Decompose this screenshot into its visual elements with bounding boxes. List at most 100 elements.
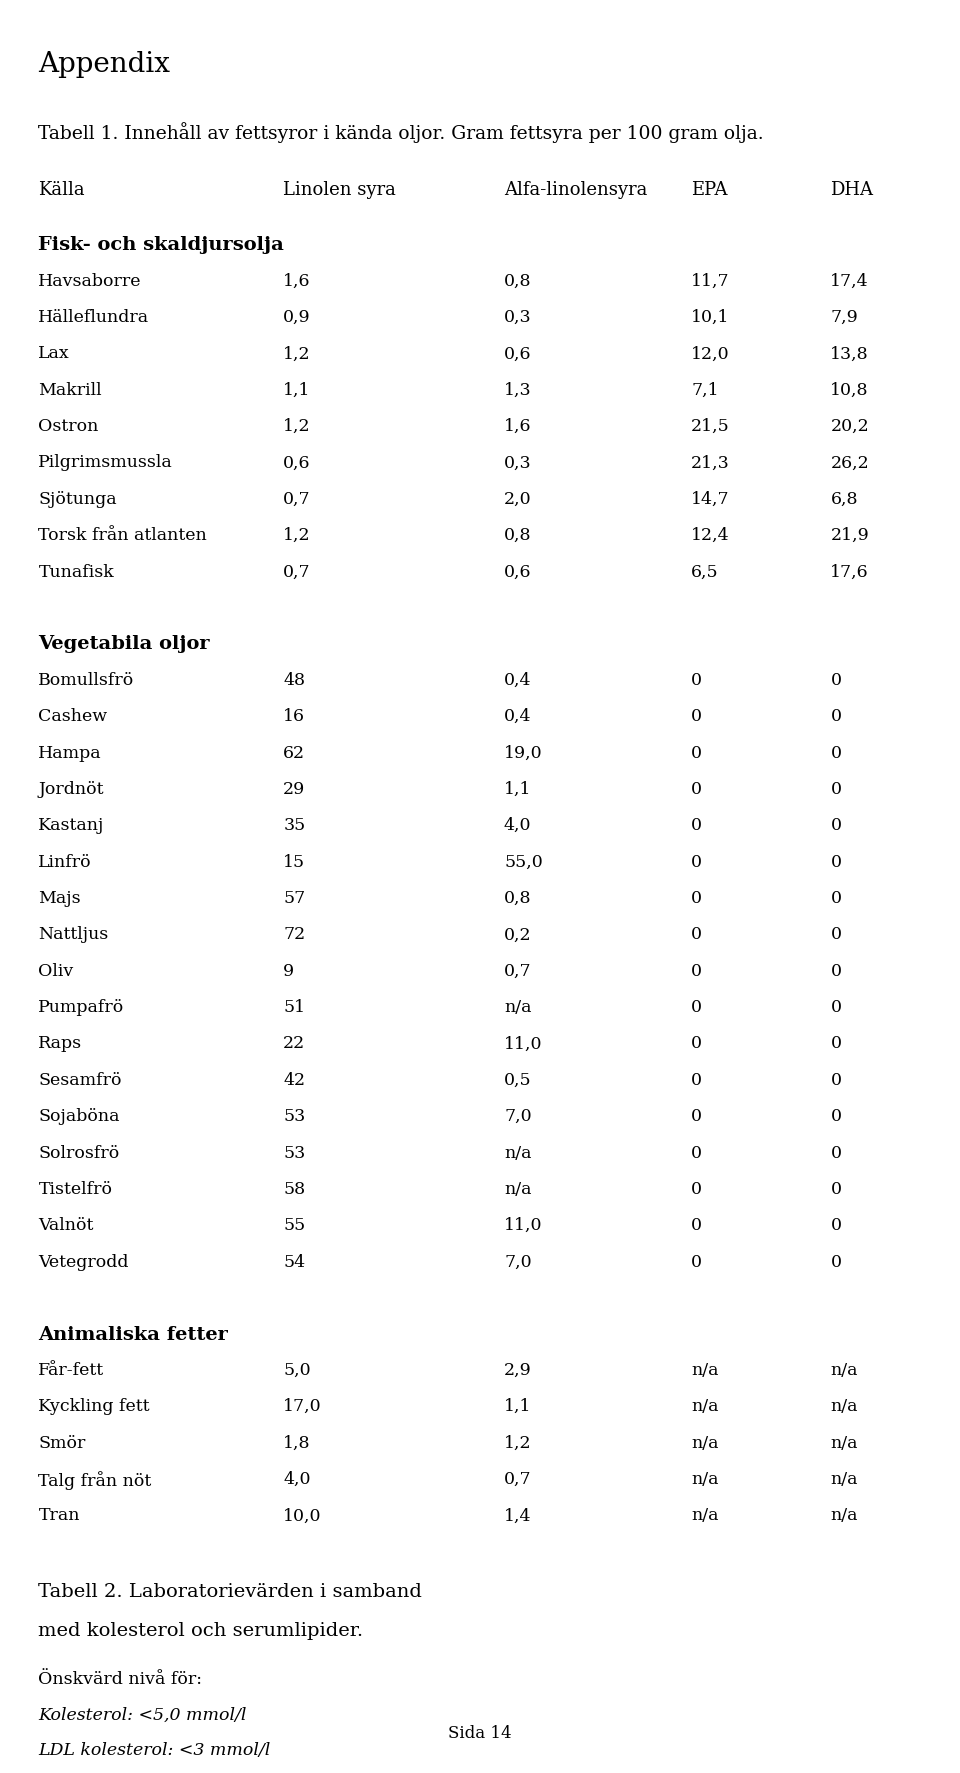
Text: 17,4: 17,4 [830, 273, 869, 289]
Text: Nattljus: Nattljus [38, 926, 108, 943]
Text: 0: 0 [830, 780, 841, 798]
Text: 72: 72 [283, 926, 305, 943]
Text: 1,2: 1,2 [283, 346, 311, 362]
Text: 5,0: 5,0 [283, 1362, 311, 1378]
Text: 35: 35 [283, 817, 305, 833]
Text: 12,4: 12,4 [691, 527, 730, 544]
Text: 55: 55 [283, 1216, 305, 1234]
Text: Torsk från atlanten: Torsk från atlanten [38, 527, 207, 544]
Text: 1,6: 1,6 [283, 273, 311, 289]
Text: 55,0: 55,0 [504, 853, 542, 871]
Text: Cashew: Cashew [38, 707, 108, 725]
Text: 0: 0 [830, 926, 841, 943]
Text: 0,4: 0,4 [504, 707, 532, 725]
Text: Hampa: Hampa [38, 745, 102, 761]
Text: 10,0: 10,0 [283, 1507, 322, 1523]
Text: 0: 0 [691, 1071, 702, 1089]
Text: 0: 0 [691, 1035, 702, 1051]
Text: 1,3: 1,3 [504, 381, 532, 399]
Text: 11,0: 11,0 [504, 1035, 542, 1051]
Text: 0,7: 0,7 [283, 491, 311, 507]
Text: 0,2: 0,2 [504, 926, 532, 943]
Text: 9: 9 [283, 963, 295, 979]
Text: 29: 29 [283, 780, 305, 798]
Text: Appendix: Appendix [38, 51, 171, 78]
Text: 53: 53 [283, 1144, 305, 1161]
Text: 0: 0 [830, 1071, 841, 1089]
Text: 1,6: 1,6 [504, 418, 532, 434]
Text: 0: 0 [691, 817, 702, 833]
Text: 58: 58 [283, 1181, 305, 1197]
Text: 0,8: 0,8 [504, 273, 532, 289]
Text: Fisk- och skaldjursolja: Fisk- och skaldjursolja [38, 236, 284, 254]
Text: n/a: n/a [830, 1397, 858, 1415]
Text: 57: 57 [283, 890, 305, 906]
Text: Talg från nöt: Talg från nöt [38, 1470, 152, 1489]
Text: Bomullsfrö: Bomullsfrö [38, 672, 134, 688]
Text: 4,0: 4,0 [283, 1470, 311, 1488]
Text: 0,8: 0,8 [504, 527, 532, 544]
Text: 0: 0 [830, 963, 841, 979]
Text: EPA: EPA [691, 181, 728, 199]
Text: 0: 0 [691, 672, 702, 688]
Text: Sojaböna: Sojaböna [38, 1108, 120, 1124]
Text: 0,6: 0,6 [504, 564, 532, 580]
Text: 0,8: 0,8 [504, 890, 532, 906]
Text: 0,6: 0,6 [283, 454, 311, 472]
Text: Sjötunga: Sjötunga [38, 491, 117, 507]
Text: n/a: n/a [504, 1144, 532, 1161]
Text: 22: 22 [283, 1035, 305, 1051]
Text: 2,9: 2,9 [504, 1362, 532, 1378]
Text: 1,1: 1,1 [283, 381, 311, 399]
Text: n/a: n/a [830, 1362, 858, 1378]
Text: 10,1: 10,1 [691, 309, 730, 326]
Text: 53: 53 [283, 1108, 305, 1124]
Text: 21,3: 21,3 [691, 454, 730, 472]
Text: 0: 0 [830, 1181, 841, 1197]
Text: 0: 0 [691, 853, 702, 871]
Text: 4,0: 4,0 [504, 817, 532, 833]
Text: 19,0: 19,0 [504, 745, 542, 761]
Text: Tunafisk: Tunafisk [38, 564, 114, 580]
Text: n/a: n/a [691, 1434, 719, 1450]
Text: 7,1: 7,1 [691, 381, 719, 399]
Text: 0: 0 [691, 926, 702, 943]
Text: Får-fett: Får-fett [38, 1362, 105, 1378]
Text: Kastanj: Kastanj [38, 817, 105, 833]
Text: Havsaborre: Havsaborre [38, 273, 142, 289]
Text: 51: 51 [283, 998, 305, 1016]
Text: n/a: n/a [504, 998, 532, 1016]
Text: 0,7: 0,7 [504, 1470, 532, 1488]
Text: 10,8: 10,8 [830, 381, 869, 399]
Text: 0: 0 [691, 963, 702, 979]
Text: Oliv: Oliv [38, 963, 74, 979]
Text: Kolesterol: <5,0 mmol/l: Kolesterol: <5,0 mmol/l [38, 1706, 247, 1723]
Text: 0,3: 0,3 [504, 309, 532, 326]
Text: 62: 62 [283, 745, 305, 761]
Text: 0: 0 [691, 707, 702, 725]
Text: 0,3: 0,3 [504, 454, 532, 472]
Text: Hälleflundra: Hälleflundra [38, 309, 150, 326]
Text: 13,8: 13,8 [830, 346, 869, 362]
Text: 0: 0 [691, 998, 702, 1016]
Text: 0: 0 [830, 853, 841, 871]
Text: 17,6: 17,6 [830, 564, 869, 580]
Text: 48: 48 [283, 672, 305, 688]
Text: Tran: Tran [38, 1507, 80, 1523]
Text: n/a: n/a [691, 1397, 719, 1415]
Text: med kolesterol och serumlipider.: med kolesterol och serumlipider. [38, 1621, 364, 1638]
Text: 0: 0 [691, 1254, 702, 1269]
Text: 1,2: 1,2 [504, 1434, 532, 1450]
Text: 0: 0 [830, 1254, 841, 1269]
Text: Makrill: Makrill [38, 381, 102, 399]
Text: 1,4: 1,4 [504, 1507, 532, 1523]
Text: 0: 0 [691, 1144, 702, 1161]
Text: Tabell 2. Laboratorievärden i samband: Tabell 2. Laboratorievärden i samband [38, 1582, 422, 1599]
Text: 7,9: 7,9 [830, 309, 858, 326]
Text: Källa: Källa [38, 181, 85, 199]
Text: 20,2: 20,2 [830, 418, 869, 434]
Text: 17,0: 17,0 [283, 1397, 322, 1415]
Text: 0: 0 [691, 890, 702, 906]
Text: Alfa-linolensyra: Alfa-linolensyra [504, 181, 647, 199]
Text: 0: 0 [691, 1216, 702, 1234]
